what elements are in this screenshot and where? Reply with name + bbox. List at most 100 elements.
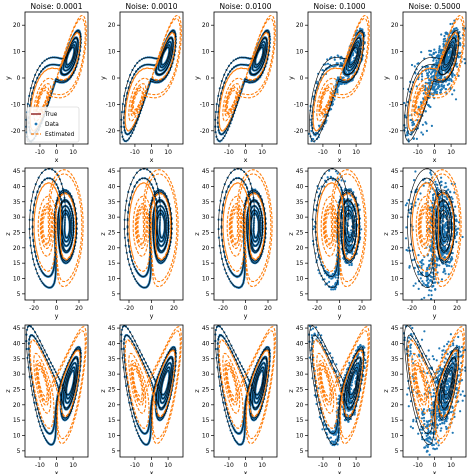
y-tick-label: 20 <box>13 22 21 29</box>
x-tick-label: 10 <box>352 149 360 156</box>
data-point <box>425 129 428 132</box>
data-point <box>433 91 436 94</box>
data-point <box>437 74 440 77</box>
series-estimated-line <box>124 14 182 132</box>
data-point <box>415 85 418 88</box>
data-point <box>429 49 432 53</box>
y-tick-label: -20 <box>11 128 21 135</box>
data-point <box>421 133 425 136</box>
x-tick-label: 10 <box>258 149 266 156</box>
y-tick-label: 10 <box>391 49 399 56</box>
data-point <box>326 62 330 65</box>
data-point <box>428 70 431 74</box>
y-tick-label: 0 <box>17 75 21 82</box>
y-tick-label: 20 <box>296 22 304 29</box>
data-point <box>429 79 432 82</box>
y-axis-label: y <box>287 76 295 80</box>
y-tick-label: 0 <box>395 75 399 82</box>
plot-area <box>123 168 179 289</box>
data-point <box>339 82 342 85</box>
data-point <box>315 80 318 83</box>
data-point <box>448 50 451 53</box>
data-point <box>437 51 440 54</box>
y-tick-label: 20 <box>202 22 210 29</box>
data-point <box>412 137 415 140</box>
y-tick-label: 20 <box>108 22 116 29</box>
subplot-title: Noise: 0.0100 <box>220 2 272 11</box>
data-point <box>429 105 432 109</box>
x-axis-label: y <box>55 312 59 320</box>
data-point <box>429 72 433 75</box>
x-tick-label: -10 <box>318 149 328 156</box>
y-tick-label: -20 <box>106 128 116 135</box>
data-point <box>438 47 441 50</box>
data-point <box>424 84 427 88</box>
y-axis-label: y <box>99 76 107 80</box>
data-point <box>326 58 329 61</box>
data-point <box>406 134 409 137</box>
data-point <box>430 76 433 79</box>
data-point <box>363 41 366 44</box>
y-axis-label: y <box>193 76 201 80</box>
data-point <box>430 124 433 127</box>
y-tick-label: 5 <box>17 291 21 298</box>
y-tick-label: 40 <box>13 183 21 190</box>
y-tick-label: -10 <box>200 101 210 108</box>
y-tick-label: 10 <box>13 49 21 56</box>
data-point <box>453 89 456 92</box>
data-point <box>420 131 423 134</box>
data-point <box>450 78 453 81</box>
x-tick-label: 20 <box>75 305 83 312</box>
data-point <box>420 51 423 54</box>
data-point <box>348 71 351 74</box>
plot-area <box>403 14 466 143</box>
data-point <box>406 131 409 134</box>
data-point <box>416 62 419 65</box>
plot-area <box>308 14 370 143</box>
data-point <box>453 74 456 77</box>
x-tick-label: -10 <box>130 149 140 156</box>
data-point <box>448 79 451 82</box>
y-tick-label: 0 <box>112 75 116 82</box>
series-estimated-line <box>29 14 87 132</box>
series-estimated-line <box>218 14 276 132</box>
data-point <box>432 51 435 55</box>
data-point <box>435 90 439 93</box>
plot-area <box>28 168 84 289</box>
x-tick-label: 0 <box>338 149 342 156</box>
data-point <box>415 137 418 140</box>
data-point <box>442 85 445 88</box>
data-point <box>443 67 446 70</box>
data-point <box>446 32 449 35</box>
data-point <box>330 56 333 59</box>
data-point <box>407 138 410 141</box>
x-tick-label: 10 <box>164 149 172 156</box>
data-point <box>439 88 442 91</box>
y-axis-label: z <box>4 232 12 236</box>
subplot-title: Noise: 0.0001 <box>31 2 83 11</box>
data-point <box>403 101 406 105</box>
data-point <box>333 98 336 101</box>
data-point <box>449 54 452 57</box>
x-tick-label: -10 <box>413 149 423 156</box>
data-point <box>451 73 454 76</box>
data-point <box>435 62 438 65</box>
legend-estimated-label: Estimated <box>45 132 75 138</box>
data-point <box>410 63 414 67</box>
data-point <box>426 74 429 77</box>
x-tick-label: 0 <box>244 149 248 156</box>
data-point <box>434 51 437 54</box>
data-point <box>438 45 441 48</box>
series-true-line <box>29 168 78 288</box>
data-point <box>446 56 450 60</box>
data-point <box>333 64 336 67</box>
data-point <box>431 87 434 91</box>
y-tick-label: 10 <box>108 49 116 56</box>
data-point <box>444 88 447 91</box>
data-point <box>434 83 438 86</box>
data-point <box>336 91 339 94</box>
series-data <box>403 19 466 143</box>
